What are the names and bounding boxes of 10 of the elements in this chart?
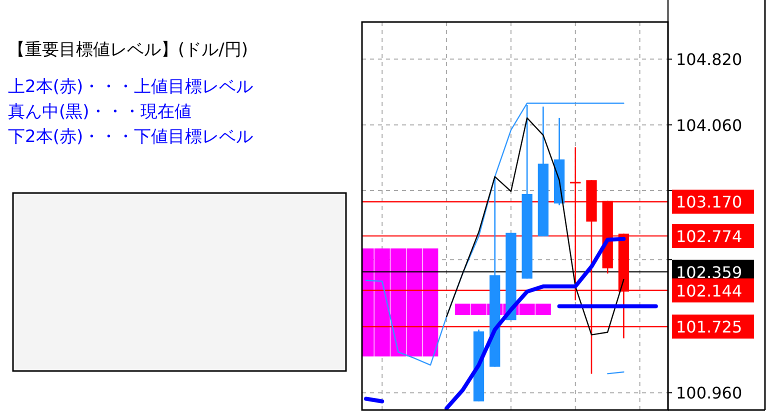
ref-line-label: 103.170 [676,192,742,212]
title: 【重要目標値レベル】(ドル/円) [8,40,248,60]
y-tick-label: 104.820 [676,50,742,70]
ref-line-label: 102.774 [676,226,742,246]
y-tick-label: 104.060 [676,116,742,135]
ref-line-label: 102.359 [676,262,742,282]
ref-line-label: 101.725 [676,318,742,337]
annotations: 上2本(赤)・・・上値目標レベル 真ん中(黒)・・・現在値 下2本(赤)・・・下値目標レベル [8,77,254,147]
y-tick-label: 100.960 [676,384,742,403]
ref-line-label: 102.144 [676,281,742,300]
